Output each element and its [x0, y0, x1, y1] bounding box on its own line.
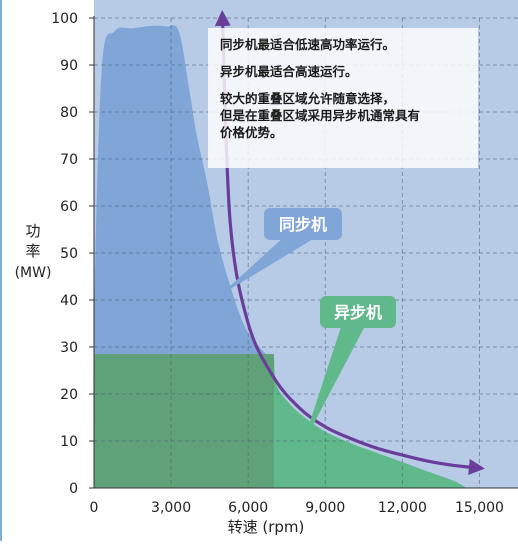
y-tick-label: 60 [60, 199, 78, 215]
y-tick-label: 100 [51, 11, 78, 27]
overlap-region [94, 354, 274, 488]
y-tick-label: 40 [60, 293, 78, 309]
y-tick-label: 0 [69, 481, 78, 497]
note-asynchronous: 异步机最适合高速运行。 [220, 64, 358, 79]
y-axis-title-line2: 率 [25, 242, 40, 260]
y-tick-label: 30 [60, 340, 78, 356]
callout-synchronous-label: 同步机 [279, 215, 327, 234]
note-box: 同步机最适合低速高功率运行。 异步机最适合高速运行。 较大的重叠区域允许随意选择… [208, 28, 478, 168]
note-overlap-line2: 但是在重叠区域采用异步机通常具有 [220, 108, 421, 123]
x-tick-label: 6,000 [228, 500, 268, 516]
y-tick-label: 80 [60, 105, 78, 121]
x-tick-label: 0 [90, 500, 99, 516]
x-tick-label: 9,000 [305, 500, 345, 516]
note-overlap-line3: 价格优势。 [220, 125, 283, 140]
y-tick-label: 10 [60, 434, 78, 450]
note-overlap-line1: 较大的重叠区域允许随意选择， [220, 91, 396, 106]
y-axis-title-line1: 功 [25, 222, 40, 240]
y-axis-unit: (MW) [15, 265, 52, 281]
y-tick-label: 70 [60, 152, 78, 168]
frame-left-edge [0, 0, 2, 541]
x-axis-title: 转速 (rpm) [228, 518, 305, 536]
callout-asynchronous-label: 异步机 [334, 303, 382, 322]
boundary-curve [214, 10, 485, 475]
note-overlap: 较大的重叠区域允许随意选择， 但是在重叠区域采用异步机通常具有 价格优势。 [220, 90, 468, 141]
x-tick-label: 3,000 [151, 500, 191, 516]
note-synchronous: 同步机最适合低速高功率运行。 [220, 37, 396, 52]
x-tick-label: 12,000 [378, 500, 427, 516]
callout-asynchronous-box [320, 296, 396, 328]
callout-synchronous-pointer [219, 236, 318, 296]
callout-synchronous-box [264, 208, 342, 240]
y-tick-label: 90 [60, 58, 78, 74]
y-tick-label: 20 [60, 387, 78, 403]
callout-asynchronous-pointer [302, 324, 366, 446]
y-tick-label: 50 [60, 246, 78, 262]
x-tick-label: 15,000 [455, 500, 504, 516]
